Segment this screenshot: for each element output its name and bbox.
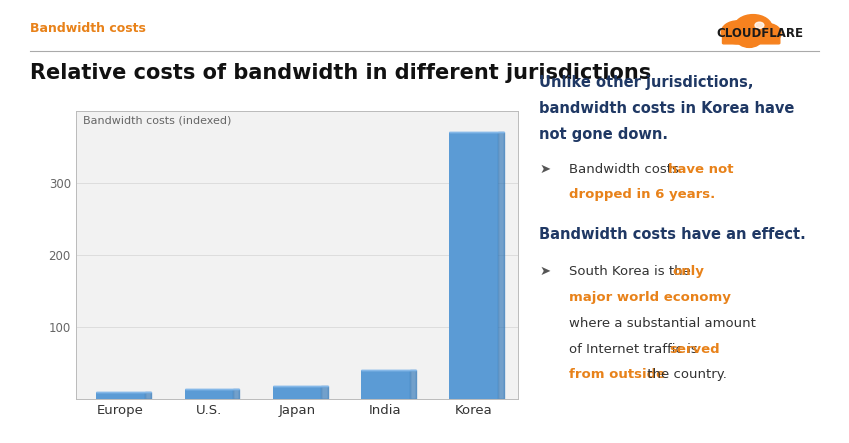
Bar bbox=[449, 132, 498, 399]
Text: Bandwidth costs have an effect.: Bandwidth costs have an effect. bbox=[539, 227, 806, 242]
Circle shape bbox=[736, 30, 762, 47]
Text: Unlike other jurisdictions,: Unlike other jurisdictions, bbox=[539, 75, 754, 90]
Text: of Internet traffic is: of Internet traffic is bbox=[569, 342, 702, 356]
Text: have not: have not bbox=[668, 163, 734, 176]
Circle shape bbox=[753, 23, 781, 43]
Text: bandwidth costs in Korea have: bandwidth costs in Korea have bbox=[539, 101, 795, 116]
Text: ➤: ➤ bbox=[539, 265, 550, 279]
Text: CLOUDFLARE: CLOUDFLARE bbox=[717, 27, 803, 40]
Text: only: only bbox=[672, 265, 705, 279]
Circle shape bbox=[755, 22, 764, 28]
Bar bbox=[273, 386, 322, 399]
Polygon shape bbox=[410, 370, 416, 399]
Circle shape bbox=[734, 15, 772, 41]
Text: dropped in 6 years.: dropped in 6 years. bbox=[569, 188, 715, 202]
Polygon shape bbox=[233, 389, 239, 399]
Text: the country.: the country. bbox=[643, 368, 727, 381]
Polygon shape bbox=[145, 392, 151, 399]
Text: Relative costs of bandwidth in different jurisdictions: Relative costs of bandwidth in different… bbox=[30, 63, 651, 83]
Polygon shape bbox=[498, 132, 504, 399]
Text: Bandwidth costs: Bandwidth costs bbox=[569, 163, 683, 176]
Bar bbox=[361, 370, 410, 399]
Text: Bandwidth costs (indexed): Bandwidth costs (indexed) bbox=[83, 115, 232, 125]
Text: major world economy: major world economy bbox=[569, 291, 731, 304]
Bar bbox=[184, 389, 233, 399]
Bar bbox=[96, 392, 145, 399]
Polygon shape bbox=[322, 386, 328, 399]
Text: from outside: from outside bbox=[569, 368, 665, 381]
Text: Bandwidth costs: Bandwidth costs bbox=[30, 22, 145, 35]
Text: where a substantial amount: where a substantial amount bbox=[569, 317, 756, 330]
Circle shape bbox=[721, 21, 754, 44]
Text: South Korea is the: South Korea is the bbox=[569, 265, 695, 279]
Text: not gone down.: not gone down. bbox=[539, 127, 668, 142]
Text: ➤: ➤ bbox=[539, 163, 550, 176]
Text: served: served bbox=[669, 342, 720, 356]
FancyBboxPatch shape bbox=[722, 31, 779, 44]
